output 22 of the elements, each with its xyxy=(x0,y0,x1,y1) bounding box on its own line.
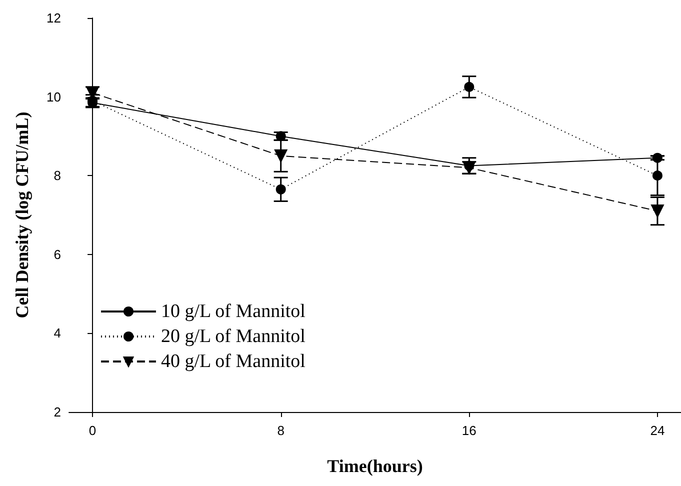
point xyxy=(652,152,662,163)
legend-label: 20 g/L of Mannitol xyxy=(161,326,306,347)
point xyxy=(464,82,474,92)
point xyxy=(650,204,664,218)
x-tick-label: 24 xyxy=(650,423,665,438)
point xyxy=(276,184,286,194)
legend-label: 10 g/L of Mannitol xyxy=(161,301,306,322)
y-tick-label: 4 xyxy=(54,326,61,341)
point xyxy=(652,170,662,181)
point xyxy=(276,131,286,142)
x-tick-label: 0 xyxy=(88,423,96,438)
y-axis-title: Cell Density (log CFU/mL) xyxy=(12,112,32,318)
legend-label: 40 g/L of Mannitol xyxy=(161,351,306,372)
y-tick-label: 2 xyxy=(54,404,61,420)
x-tick-label: 8 xyxy=(277,423,284,438)
x-tick-label: 16 xyxy=(462,423,476,438)
point xyxy=(274,149,288,162)
y-tick-label: 6 xyxy=(54,246,61,262)
y-tick-label: 10 xyxy=(46,89,61,104)
x-axis-title: Time(hours) xyxy=(327,456,423,476)
y-tick-label: 12 xyxy=(46,10,61,26)
y-tick-label: 8 xyxy=(54,168,61,184)
